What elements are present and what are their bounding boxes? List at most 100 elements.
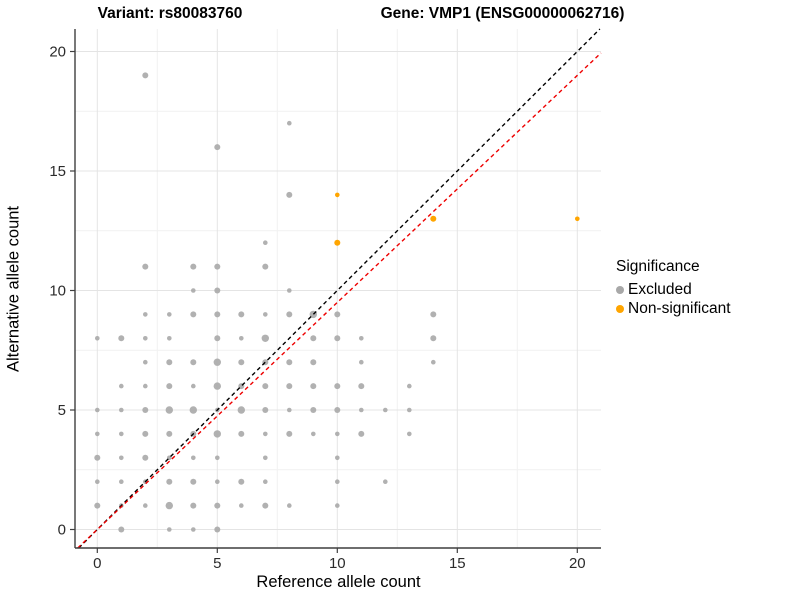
data-point <box>334 407 341 413</box>
data-point <box>143 503 148 508</box>
data-point <box>95 479 100 485</box>
data-point <box>142 407 149 413</box>
excluded-swatch-icon <box>616 285 624 294</box>
data-point <box>143 336 148 341</box>
data-point <box>190 502 197 509</box>
data-point <box>261 334 269 342</box>
data-point <box>118 335 125 342</box>
x-tick-label: 0 <box>93 555 101 572</box>
data-point <box>334 335 341 342</box>
data-point <box>142 430 149 437</box>
data-point <box>262 502 269 509</box>
data-point <box>430 215 437 222</box>
data-point <box>142 454 149 461</box>
data-point <box>335 192 340 198</box>
legend-item-non-significant: Non-significant <box>616 299 731 318</box>
data-point <box>119 455 124 461</box>
data-point <box>237 406 245 414</box>
data-point <box>119 383 124 389</box>
data-point <box>190 359 197 366</box>
data-point <box>143 359 148 365</box>
data-point <box>383 479 388 485</box>
fitted-line <box>77 52 602 549</box>
data-point <box>119 431 124 437</box>
data-point <box>119 479 124 485</box>
data-point <box>262 383 269 390</box>
x-tick-label: 10 <box>329 555 346 572</box>
data-point <box>214 144 221 151</box>
data-point <box>263 431 268 437</box>
data-point <box>262 407 269 413</box>
data-point <box>238 430 245 437</box>
x-tick-label: 15 <box>449 555 466 572</box>
data-point <box>286 430 293 437</box>
data-point <box>214 263 221 270</box>
data-point <box>143 383 148 389</box>
data-point <box>214 287 221 294</box>
y-axis-title: Alternative allele count <box>4 205 23 373</box>
data-point <box>575 216 580 222</box>
data-point <box>95 431 100 437</box>
series-excluded <box>94 72 437 533</box>
data-point <box>215 479 220 485</box>
axes: 0 5 10 15 20 0 5 10 15 20 <box>49 29 601 572</box>
data-point <box>166 359 173 366</box>
data-point <box>119 407 124 413</box>
data-point <box>191 383 196 389</box>
data-point <box>213 358 221 366</box>
data-point <box>167 527 172 532</box>
data-point <box>287 407 292 413</box>
data-point <box>334 239 341 246</box>
data-point <box>214 311 221 318</box>
data-point <box>359 336 364 341</box>
data-point <box>165 501 173 510</box>
data-point <box>190 263 197 270</box>
data-point <box>165 406 173 414</box>
data-point <box>310 407 317 413</box>
data-point <box>239 336 244 341</box>
data-point <box>142 263 149 270</box>
data-point <box>431 359 436 365</box>
data-point <box>213 382 221 390</box>
data-point <box>334 383 341 390</box>
data-point <box>238 359 245 366</box>
series-non-significant <box>334 192 580 246</box>
data-point <box>143 312 148 317</box>
data-point <box>94 454 101 461</box>
data-point <box>94 502 101 509</box>
data-point <box>287 120 292 126</box>
data-point <box>191 455 196 461</box>
gene-title: Gene: VMP1 (ENSG00000062716) <box>380 5 625 22</box>
y-tick-label: 15 <box>49 163 66 180</box>
data-point <box>238 478 245 485</box>
data-point <box>190 311 197 318</box>
y-tick-label: 5 <box>58 402 66 419</box>
data-point <box>213 430 221 438</box>
data-point <box>287 503 292 508</box>
non-significant-swatch-icon <box>616 304 624 313</box>
legend-title: Significance <box>616 258 700 275</box>
y-tick-label: 10 <box>49 283 66 300</box>
data-point <box>263 479 268 485</box>
data-point <box>190 478 197 485</box>
data-point <box>166 430 173 437</box>
data-point <box>215 455 220 461</box>
data-point <box>166 383 173 390</box>
data-point <box>334 311 341 318</box>
data-point <box>191 527 196 532</box>
data-point <box>214 335 221 342</box>
y-tick-label: 20 <box>49 44 66 61</box>
data-point <box>166 478 173 485</box>
identity-line <box>78 28 601 549</box>
data-point <box>239 503 244 508</box>
data-point <box>359 407 364 413</box>
legend-item-label: Excluded <box>628 280 692 298</box>
data-point <box>286 191 293 198</box>
data-point <box>430 311 437 318</box>
legend-item-excluded: Excluded <box>616 280 731 299</box>
data-point <box>263 240 268 245</box>
x-tick-label: 20 <box>569 555 586 572</box>
data-point <box>214 502 221 509</box>
